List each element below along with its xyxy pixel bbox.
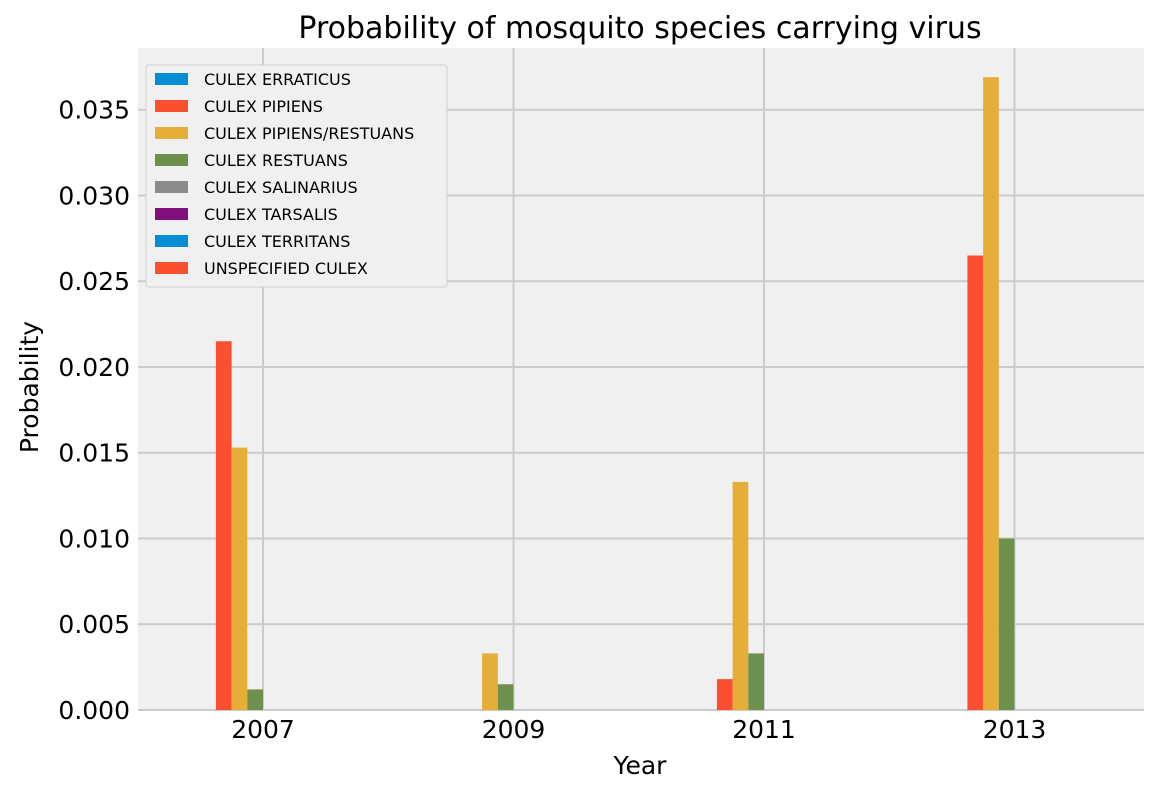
legend-entry: CULEX PIPIENS [204, 97, 323, 116]
bar [497, 684, 514, 710]
x-tick-labels: 2007 2009 2011 2013 [231, 715, 1046, 744]
bar [967, 255, 984, 710]
legend-swatch [155, 154, 188, 166]
legend-entry: CULEX PIPIENS/RESTUANS [204, 124, 414, 143]
y-tick-label: 0.030 [58, 181, 130, 210]
y-tick-label: 0.010 [58, 524, 130, 553]
legend-swatch [155, 127, 188, 139]
legend-swatch [155, 100, 188, 112]
x-tick-label: 2011 [732, 715, 796, 744]
y-tick-label: 0.015 [58, 439, 130, 468]
y-tick-label: 0.000 [58, 696, 130, 725]
y-tick-label: 0.035 [58, 96, 130, 125]
y-tick-labels: 0.000 0.005 0.010 0.015 0.020 0.025 0.030 0.035 [58, 96, 130, 725]
x-axis-label: Year [613, 751, 668, 780]
legend-swatch [155, 208, 188, 220]
legend-entry: CULEX ERRATICUS [204, 70, 351, 89]
y-axis-label: Probability [15, 321, 44, 453]
bar [716, 679, 733, 710]
legend-swatch [155, 262, 188, 274]
legend-entry: CULEX SALINARIUS [204, 178, 358, 197]
chart-title: Probability of mosquito species carrying… [298, 11, 981, 46]
y-tick-label: 0.025 [58, 267, 130, 296]
y-tick-label: 0.020 [58, 353, 130, 382]
bar [215, 341, 232, 710]
bar [983, 77, 999, 710]
x-tick-label: 2007 [231, 715, 295, 744]
legend-box [145, 64, 448, 288]
y-tick-label: 0.005 [58, 610, 130, 639]
bar [247, 689, 263, 710]
legend-entry: UNSPECIFIED CULEX [204, 259, 368, 278]
legend-swatch [155, 235, 188, 247]
bars [215, 77, 1015, 710]
bar [998, 538, 1015, 710]
x-tick-label: 2009 [482, 715, 546, 744]
legend: CULEX ERRATICUS CULEX PIPIENS CULEX PIPIEN… [145, 64, 448, 288]
bar [231, 447, 248, 710]
legend-swatch [155, 73, 188, 85]
legend-entry: CULEX TERRITANS [204, 232, 350, 251]
x-tick-label: 2013 [983, 715, 1047, 744]
legend-swatch [155, 181, 188, 193]
legend-entry: CULEX TARSALIS [204, 205, 338, 224]
bar [732, 481, 749, 710]
bar [748, 653, 764, 710]
bar [482, 653, 498, 710]
legend-entry: CULEX RESTUANS [204, 151, 348, 170]
